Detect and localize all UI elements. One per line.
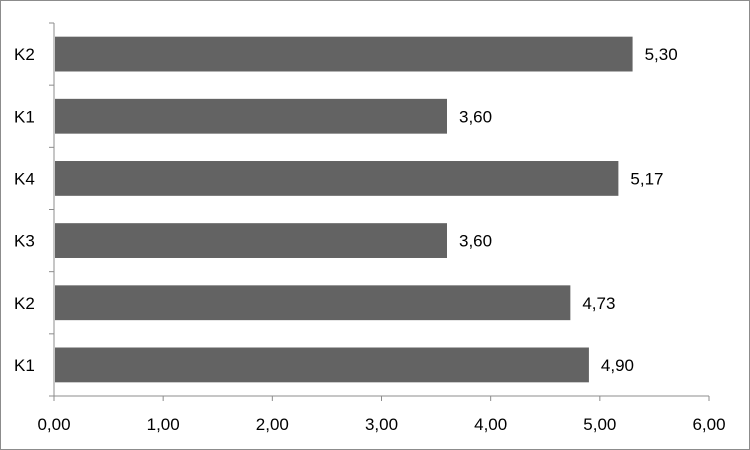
bar	[55, 285, 571, 321]
data-label: 3,60	[459, 232, 492, 251]
category-label: K2	[14, 294, 35, 313]
x-tick-label: 3,00	[365, 415, 398, 434]
data-label: 4,73	[582, 294, 615, 313]
x-tick-label: 4,00	[474, 415, 507, 434]
x-tick-label: 6,00	[692, 415, 725, 434]
bar-layer	[55, 36, 633, 383]
bar	[55, 98, 447, 134]
x-tick-label: 1,00	[147, 415, 180, 434]
x-tick-label: 0,00	[37, 415, 70, 434]
data-label: 3,60	[459, 107, 492, 126]
bar	[55, 36, 633, 72]
data-label: 4,90	[601, 356, 634, 375]
bar	[55, 161, 619, 196]
category-label: K2	[14, 45, 35, 64]
category-label: K1	[14, 107, 35, 126]
bar	[55, 223, 447, 258]
bar	[55, 347, 589, 383]
x-tick-label: 5,00	[583, 415, 616, 434]
x-tick-label: 2,00	[256, 415, 289, 434]
label-layer: 0,00 1,00 2,00 3,00 4,00 5,00 6,00 K1 4,90 K2 4,73…	[14, 45, 726, 434]
category-label: K3	[14, 232, 35, 251]
data-label: 5,30	[645, 45, 678, 64]
data-label: 5,17	[630, 169, 663, 188]
axis-layer	[49, 22, 710, 401]
category-label: K4	[14, 169, 35, 188]
category-label: K1	[14, 356, 35, 375]
